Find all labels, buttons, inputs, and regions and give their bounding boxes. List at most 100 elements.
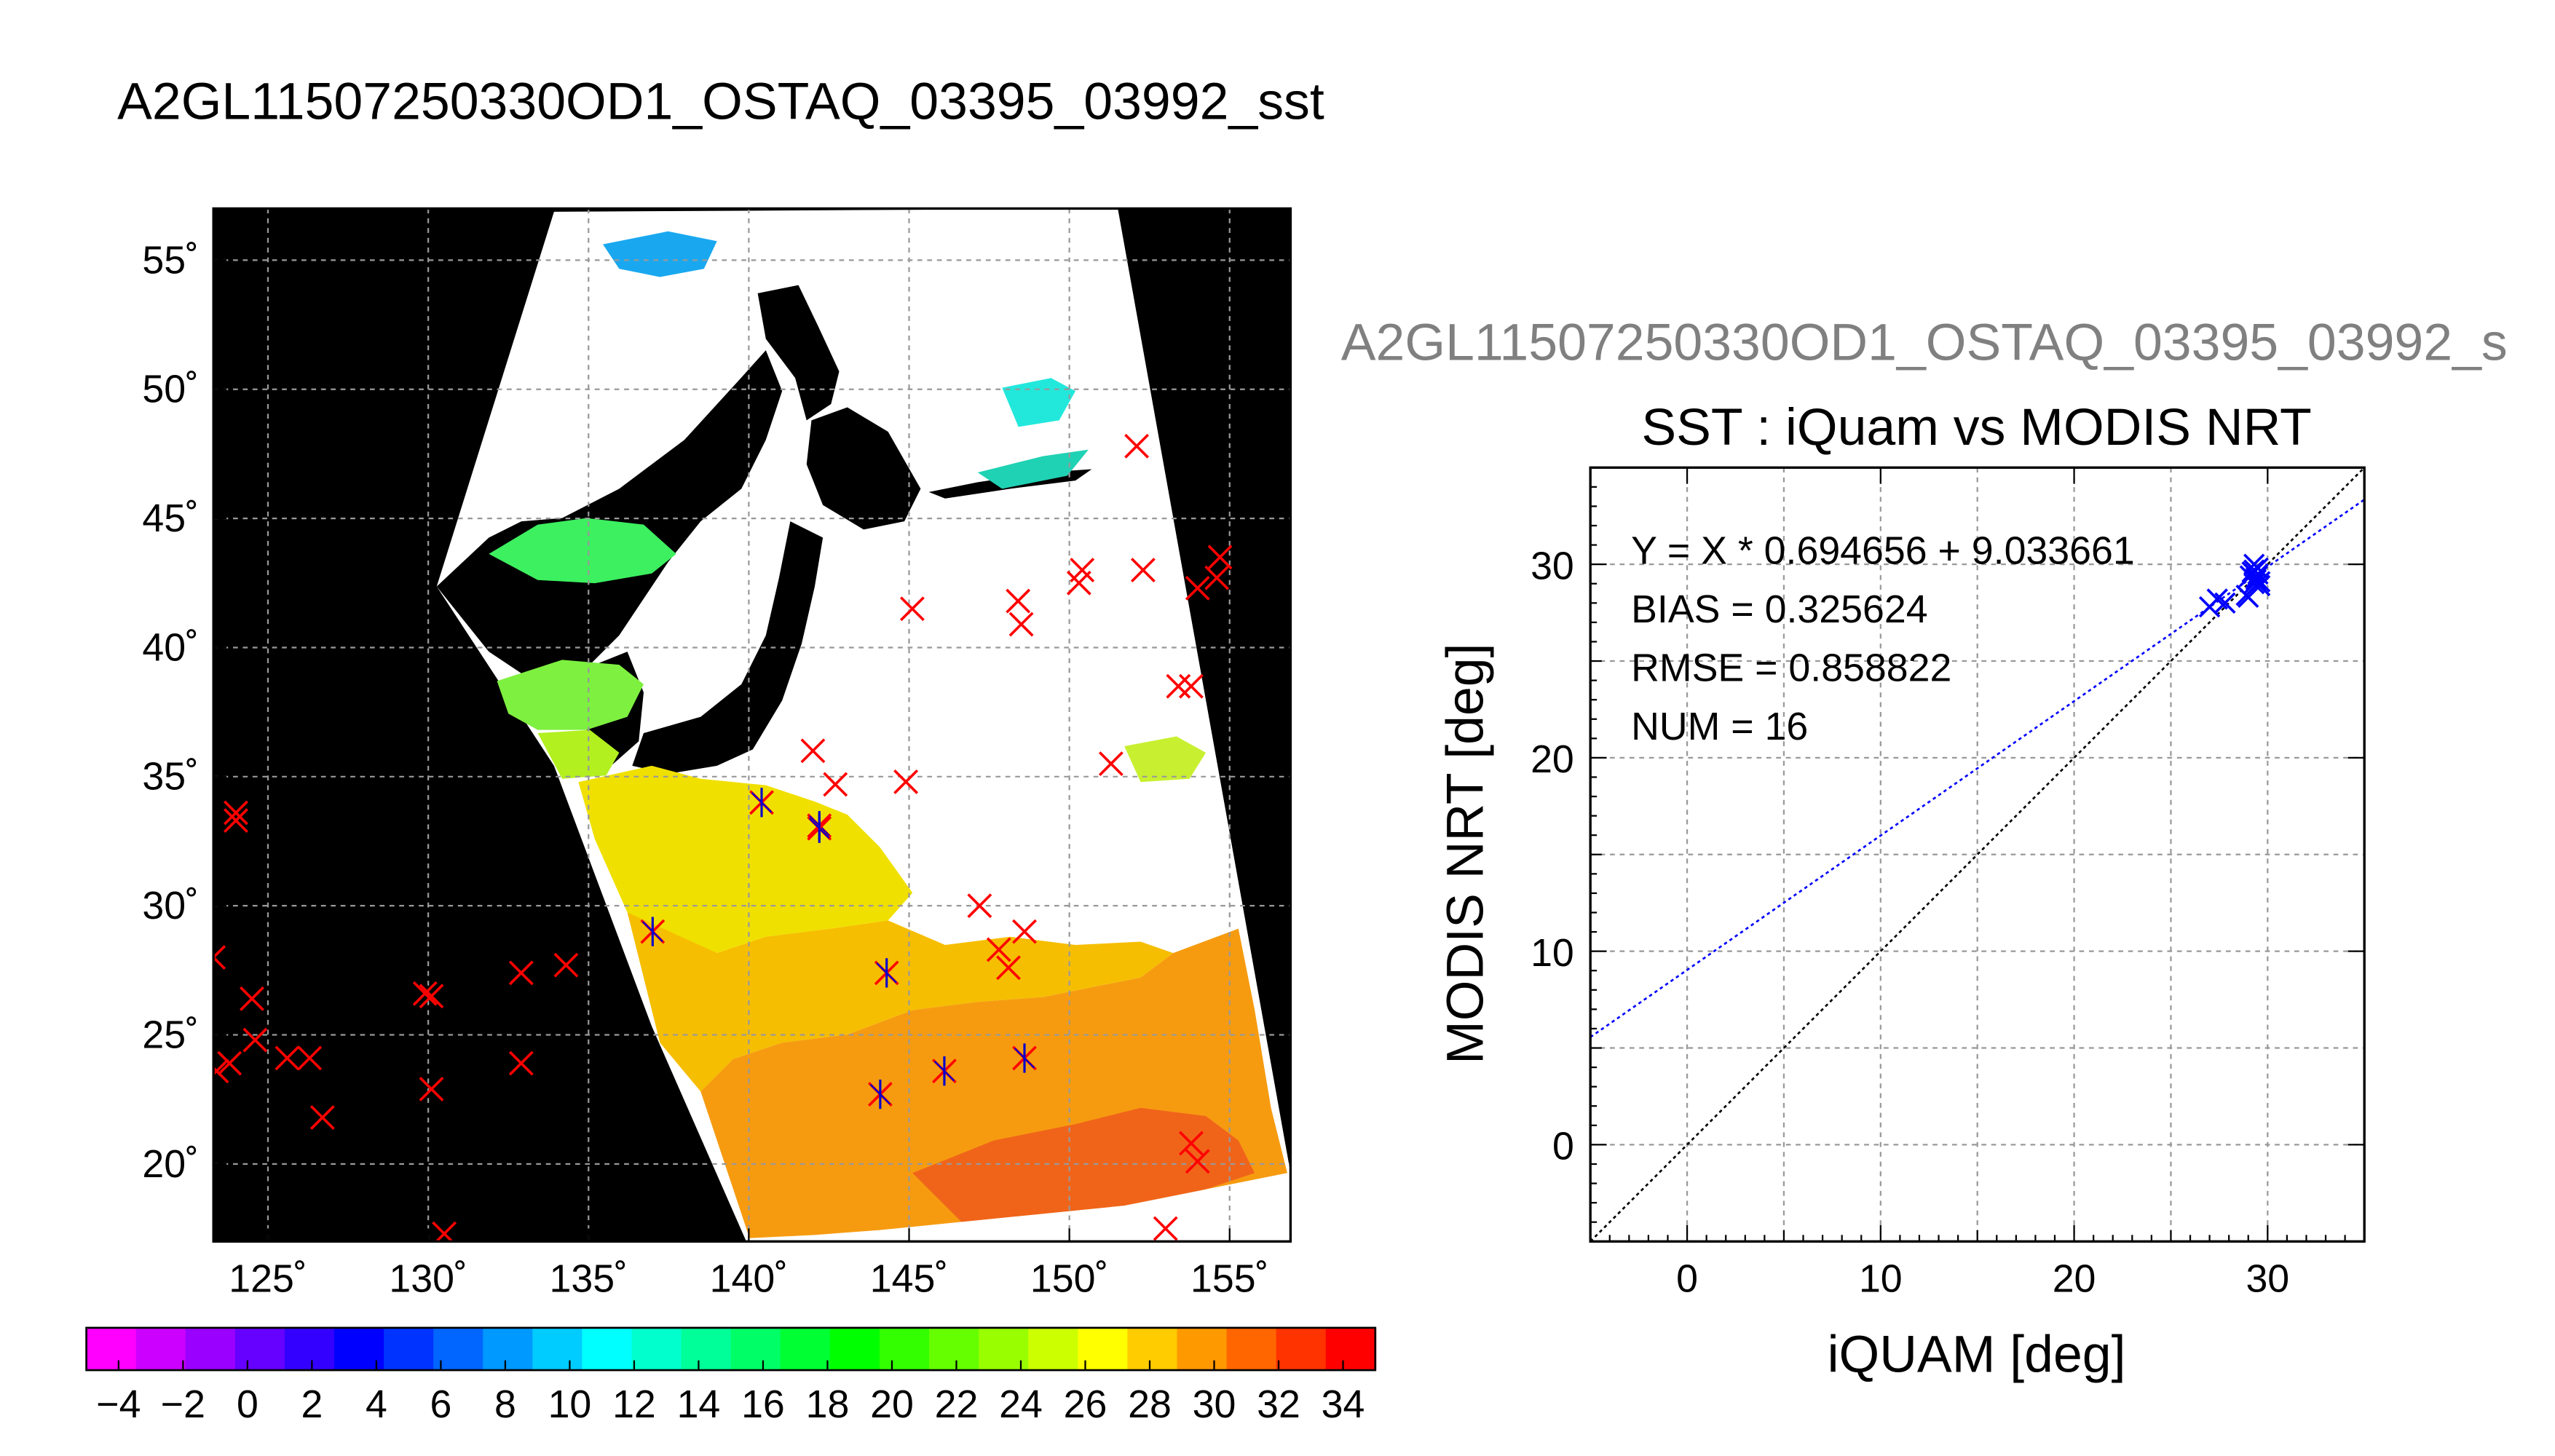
fit-line [1590,499,2365,1038]
colorbar-swatch [829,1327,881,1371]
scatter-x-tick-label: 30 [2246,1257,2289,1301]
colorbar-swatch [730,1327,782,1371]
colorbar-swatch [1127,1327,1178,1371]
buoy-red-marker [1124,433,1150,459]
buoy-red-marker [240,986,264,1011]
page-title: A2GL11507250330OD1_OSTAQ_03395_03992_sst [117,71,1324,131]
buoy-red-marker [224,808,248,834]
buoy-matched-marker [932,1056,957,1086]
buoy-red-marker [1185,575,1210,601]
colorbar-swatch [135,1327,187,1371]
lat-tick-label: 30˚ [142,884,199,927]
scatter-point [2206,588,2228,610]
colorbar-swatch [284,1327,336,1371]
buoy-red-marker [967,893,992,919]
scatter-title: SST : iQuam vs MODIS NRT [1641,398,2311,456]
colorbar-frame [85,1326,1377,1372]
buoy-red-marker [213,1059,229,1084]
lat-tick-label: 20˚ [142,1142,199,1186]
scatter-y-tick-label: 10 [1531,931,1574,975]
scatter-point [2235,584,2257,606]
scatter-y-tick-label: 20 [1531,737,1574,781]
buoy-red-marker [309,1105,335,1130]
lon-tick-label: 150˚ [1030,1257,1108,1301]
buoy-red-marker [1012,919,1037,944]
scatter-y-tick-label: 30 [1531,544,1574,587]
sst-deep-orange [912,1107,1255,1222]
buoy-red-marker [217,1051,242,1076]
colorbar-swatch [879,1327,931,1371]
sst-north-patch [1002,378,1076,427]
lon-tick-label: 140˚ [710,1257,788,1301]
buoy-red-marker [1204,565,1230,590]
buoy-red-marker [1185,1149,1210,1174]
colorbar-swatch [1177,1327,1228,1371]
buoy-red-marker [1130,558,1156,582]
colorbar-tick-label: 22 [935,1382,979,1426]
buoy-red-marker [553,952,579,978]
buoy-matched-marker [807,813,832,843]
sst-sea-of-japan-north [489,518,676,584]
colorbar-swatch [86,1327,138,1371]
scatter-stat-line: BIAS = 0.325624 [1631,587,1927,631]
scatter-stat-line: NUM = 16 [1631,705,1808,748]
asia-mainland-land [436,350,783,684]
scatter-stat-line: RMSE = 0.858822 [1631,646,1951,689]
lat-tick-label: 25˚ [142,1013,199,1056]
lon-tick-label: 145˚ [870,1257,948,1301]
colorbar-swatch [1028,1327,1079,1371]
colorbar-swatch [234,1327,286,1371]
buoy-red-marker [1166,673,1191,699]
scatter-y-tick-label: 0 [1552,1125,1574,1168]
scatter-y-label: MODIS NRT [deg] [1436,643,1494,1064]
buoy-red-marker [986,937,1011,962]
honshu-land [632,521,824,775]
map-ticks: 125˚ 130˚ 135˚ 140˚ 145˚ 150˚ 155˚ 55˚ 50˚ 45˚ 40˚… [142,238,1268,1300]
buoy-matched-marker [1012,1043,1037,1073]
scatter-stats: Y = X * 0.694656 + 9.033661 BIAS = 0.3256… [1631,529,2135,748]
buoy-red-marker [1008,612,1034,637]
scatter-x-tick-label: 10 [1859,1257,1903,1301]
lon-tick-label: 155˚ [1190,1257,1268,1301]
scatter-points [2198,553,2271,618]
buoy-red-marker [1153,1216,1178,1241]
colorbar-tick-label: 12 [612,1382,656,1426]
buoy-red-marker [1098,751,1124,777]
lat-tick-label: 55˚ [142,238,199,282]
sakhalin-land [757,285,840,421]
colorbar-swatch [384,1327,435,1371]
colorbar-swatch [780,1327,832,1371]
colorbar-tick-label: 16 [741,1382,785,1426]
buoy-red-marker [893,769,919,794]
colorbar-swatch [185,1327,237,1371]
lat-tick-label: 50˚ [142,368,199,411]
colorbar-swatch [681,1327,732,1371]
buoy-red-marker [412,981,438,1006]
lat-tick-label: 45˚ [142,496,199,540]
colorbar-swatch [1276,1327,1327,1371]
colorbar-tick-label: 10 [548,1382,592,1426]
lon-tick-label: 130˚ [389,1257,467,1301]
colorbar-tick-label: 2 [301,1382,323,1426]
colorbar-swatch [631,1327,682,1371]
sst-warm-amber [627,912,1174,1092]
buoy-red-marker [242,1027,268,1053]
scatter-point [2243,559,2265,581]
buoy-matched-marker [640,917,666,946]
buoy-red-marker [1179,673,1204,699]
colorbar-swatch [929,1327,980,1371]
buoy-matched-marker [874,958,899,988]
colorbar-tick-label: 18 [806,1382,850,1426]
colorbar-tick-label: −2 [161,1382,205,1426]
hokkaido-land [806,407,921,530]
colorbar-tick-label: 30 [1193,1382,1236,1426]
colorbar-swatch [483,1327,534,1371]
scatter-point [2214,592,2236,614]
colorbar-swatch [1226,1327,1277,1371]
scatter-x-tick-label: 20 [2053,1257,2096,1301]
map-frame [212,207,1292,1243]
scatter-ticks: 0 10 20 30 0 10 20 30 [1531,467,2366,1301]
map-buoys [213,433,1233,1242]
